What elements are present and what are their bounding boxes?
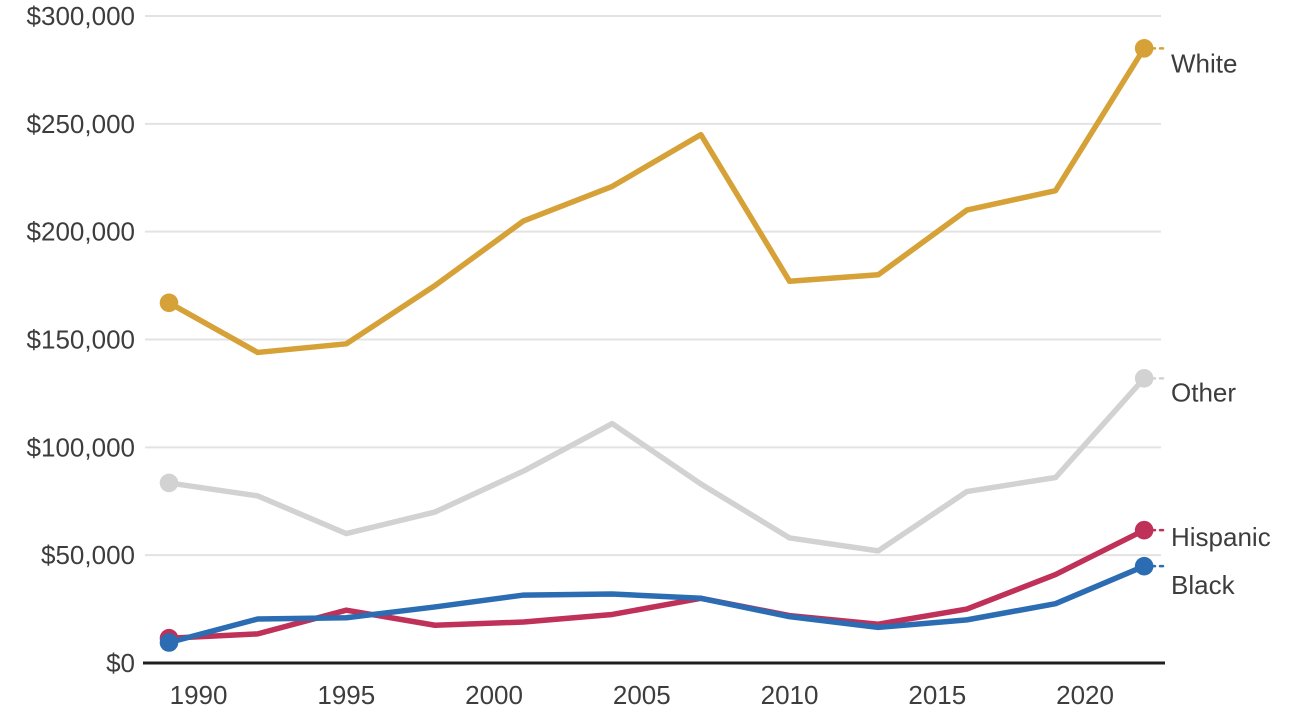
x-tick-label: 2005 [613, 680, 671, 710]
series-label-white: White [1171, 48, 1237, 78]
start-dot-other [159, 473, 179, 493]
x-tick-label: 2000 [465, 680, 523, 710]
y-tick-label: $300,000 [27, 1, 135, 31]
line-other [166, 375, 1147, 554]
start-dot-black [159, 633, 179, 652]
line-hispanic [166, 527, 1147, 641]
end-dot-black [1134, 556, 1154, 576]
x-tick-label: 2015 [908, 680, 966, 710]
y-tick-label: $150,000 [27, 325, 135, 355]
start-dot-white [159, 293, 179, 313]
line-white [166, 45, 1147, 356]
series-label-black: Black [1171, 570, 1236, 600]
x-tick-label: 1995 [317, 680, 375, 710]
y-tick-label: $0 [106, 648, 135, 678]
series-label-other: Other [1171, 377, 1236, 407]
line-black [166, 563, 1147, 646]
end-dot-hispanic [1134, 520, 1154, 540]
x-tick-label: 2020 [1056, 680, 1114, 710]
y-tick-label: $250,000 [27, 109, 135, 139]
end-dot-other [1134, 369, 1154, 388]
y-tick-label: $100,000 [27, 432, 135, 462]
x-tick-label: 2010 [761, 680, 819, 710]
y-tick-label: $50,000 [41, 540, 135, 570]
series-label-hispanic: Hispanic [1171, 522, 1271, 552]
end-dot-white [1134, 39, 1154, 58]
y-tick-label: $200,000 [27, 217, 135, 247]
x-tick-label: 1990 [170, 680, 228, 710]
